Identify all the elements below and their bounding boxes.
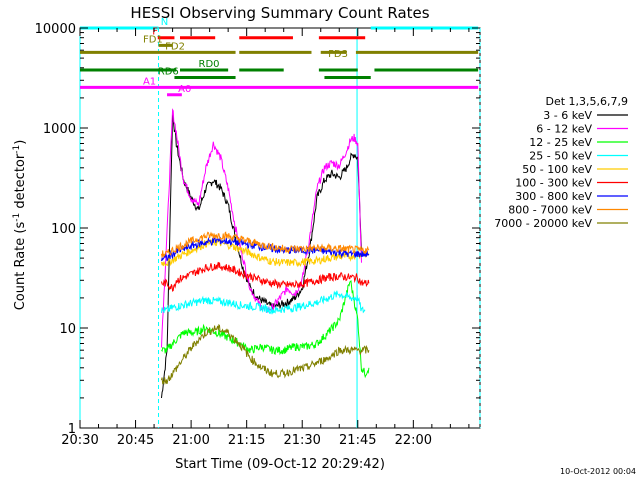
series-line: [161, 112, 362, 399]
state-label-rd6: RD6: [158, 66, 179, 77]
state-label-a1: A1: [143, 76, 156, 87]
series-line: [161, 290, 366, 315]
x-tick-label: 21:30: [283, 433, 320, 448]
y-axis-label: Count Rate (s-1 detector-1): [12, 140, 28, 311]
state-label-fd3: FD3: [328, 49, 348, 60]
x-tick-label: 20:30: [61, 433, 98, 448]
y-axis: 1 10 100 1000 10000: [35, 22, 480, 437]
y-axis-label-sup2: -1: [12, 145, 22, 154]
y-axis-label-part1: Count Rate (s: [13, 222, 28, 311]
state-label-n: N: [161, 17, 168, 28]
state-label-rd0: RD0: [199, 59, 220, 70]
series-line: [161, 236, 370, 262]
y-tick-label: 100: [51, 222, 76, 237]
series-line: [161, 280, 370, 379]
y-tick-label: 10: [59, 322, 76, 337]
x-tick-label: 21:15: [228, 433, 265, 448]
series-line: [161, 323, 370, 385]
x-tick-label: 21:45: [339, 433, 376, 448]
y-tick-label: 1: [68, 422, 76, 437]
x-axis: 20:30 20:45 21:00 21:15 21:30 21:45 22:00: [61, 28, 470, 448]
series-line: [161, 237, 370, 268]
state-label-a0: A0: [178, 84, 191, 95]
legend-title: Det 1,3,5,6,7,9: [545, 95, 628, 108]
x-tick-label: 22:00: [395, 433, 432, 448]
y-axis-label-sup1: -1: [12, 213, 22, 222]
y-axis-label-part2: detector: [13, 153, 28, 213]
y-tick-label: 1000: [43, 122, 76, 137]
state-label-fd1: FD1: [143, 34, 163, 45]
legend-label: 100 - 300 keV: [515, 177, 592, 190]
legend-label: 50 - 100 keV: [522, 163, 592, 176]
y-axis-label-part3: ): [13, 140, 28, 145]
series-line: [161, 108, 362, 348]
series-line: [161, 231, 370, 258]
x-tick-label: 20:45: [117, 433, 154, 448]
legend-label: 6 - 12 keV: [536, 123, 592, 136]
legend-label: 12 - 25 keV: [529, 136, 592, 149]
y-tick-label: 10000: [35, 22, 76, 37]
legend-label: 300 - 800 keV: [515, 190, 592, 203]
legend-label: 25 - 50 keV: [529, 150, 592, 163]
series-line: [161, 261, 370, 292]
x-axis-label: Start Time (09-Oct-12 20:29:42): [175, 457, 385, 472]
legend-label: 800 - 7000 keV: [508, 204, 592, 217]
legend-label: 7000 - 20000 keV: [494, 217, 592, 230]
x-tick-label: 21:00: [172, 433, 209, 448]
footer-timestamp: 10-Oct-2012 00:04: [560, 467, 636, 476]
legend-label: 3 - 6 keV: [543, 109, 592, 122]
state-label-fd2: FD2: [165, 41, 185, 52]
state-label-f: F: [152, 27, 158, 38]
chart-title: HESSI Observing Summary Count Rates: [130, 4, 429, 22]
